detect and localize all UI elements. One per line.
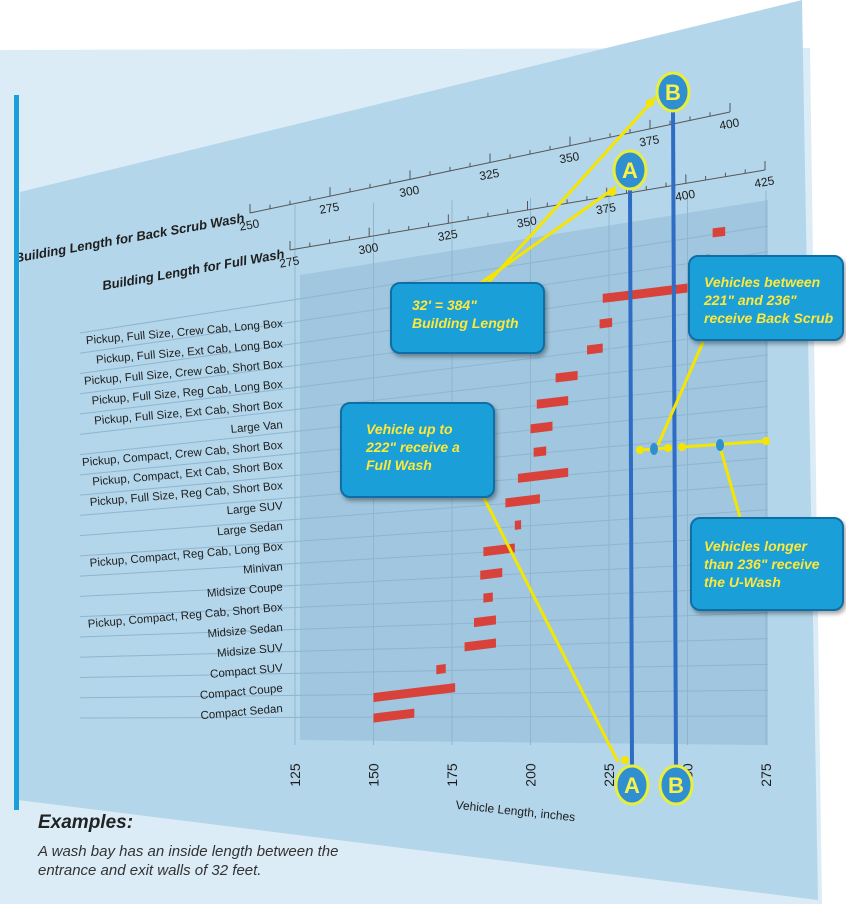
grid-row-line <box>79 638 769 658</box>
bar <box>373 683 456 703</box>
u-wash-callout: Vehicles longer than 236" receive the U-… <box>690 517 844 611</box>
marker-line-b <box>671 109 678 768</box>
category-label: Large SUV <box>226 500 283 517</box>
bar <box>536 395 569 409</box>
grid-row-line <box>79 560 769 597</box>
arrow-head <box>636 446 644 454</box>
marker-label-a: A <box>622 158 638 183</box>
grid-row-line <box>79 483 769 537</box>
building-length-text: 32' = 384" Building Length <box>412 297 519 331</box>
bar <box>517 467 569 483</box>
marker-line-a <box>628 187 634 768</box>
full-wash-text: Vehicle up to 222" receive a Full Wash <box>366 421 460 473</box>
marker-circle-a <box>612 149 648 191</box>
arrow-line <box>484 95 658 287</box>
bar <box>483 592 493 603</box>
arrow-head <box>646 99 654 107</box>
arrow-head <box>608 188 616 196</box>
category-label: Large Van <box>230 419 283 436</box>
bar <box>483 543 515 557</box>
bar <box>514 520 522 530</box>
arrow-head <box>621 756 629 764</box>
building-length-callout: 32' = 384" Building Length <box>390 282 545 354</box>
arrow-line <box>482 497 620 763</box>
marker-label-b: B <box>665 80 681 105</box>
back-scrub-scale-tick-label: 250 <box>238 216 260 233</box>
full-wash-scale-tick-label: 425 <box>753 173 775 190</box>
x-tick-label: 275 <box>758 763 774 787</box>
x-tick-label: 125 <box>287 763 303 787</box>
x-tick-label: 150 <box>366 763 382 787</box>
bar <box>373 708 415 723</box>
bar <box>505 494 540 508</box>
bar <box>555 370 578 383</box>
bar <box>587 343 603 355</box>
bar <box>533 446 547 457</box>
grid-row-line <box>79 354 769 435</box>
category-label: Large Sedan <box>217 521 284 539</box>
arrow-line <box>656 341 705 446</box>
bar <box>602 283 688 303</box>
u-wash-text: Vehicles longer than 236" receive the U-… <box>704 538 820 590</box>
full-wash-scale-tick-label: 400 <box>674 187 696 204</box>
back-scrub-text: Vehicles between 221" and 236" receive B… <box>704 274 834 326</box>
arrow-head <box>762 437 770 445</box>
marker-circle-b <box>658 764 694 806</box>
grid-row-line <box>79 663 769 678</box>
grid-row-line <box>79 328 769 415</box>
back-scrub-scale-tick-label: 275 <box>318 200 340 217</box>
grid-row-line <box>79 509 769 557</box>
arrow-line <box>718 446 742 518</box>
grid-row-line <box>79 586 769 618</box>
arrow-head <box>678 443 686 451</box>
back-scrub-callout: Vehicles between 221" and 236" receive B… <box>688 255 844 341</box>
full-wash-scale-tick-label: 300 <box>357 240 379 257</box>
full-wash-scale-tick-label: 350 <box>516 213 538 230</box>
bar <box>436 664 446 675</box>
examples-heading: Examples: <box>38 812 134 833</box>
full-wash-scale-tick-label: 275 <box>278 253 300 270</box>
bar <box>712 226 726 238</box>
left-accent-bar <box>14 95 19 810</box>
bar <box>599 317 613 329</box>
bar <box>480 568 503 580</box>
range-dot <box>650 443 658 455</box>
examples-text: A wash bay has an inside length between … <box>38 843 339 879</box>
full-wash-scale-tick-label: 375 <box>595 200 617 217</box>
marker-label-a: A <box>624 773 640 798</box>
full-wash-scale-tick-label: 325 <box>437 227 459 244</box>
grid-row-line <box>79 715 769 719</box>
bar <box>464 638 496 652</box>
grid-row-line <box>79 534 769 577</box>
marker-circle-a <box>614 764 650 806</box>
bar <box>473 615 496 628</box>
x-tick-label: 200 <box>523 763 539 787</box>
back-scrub-scale-tick-label: 375 <box>638 132 660 149</box>
bar <box>530 421 553 434</box>
back-scrub-scale-tick-label: 300 <box>398 183 420 200</box>
category-label: Midsize SUV <box>217 642 284 660</box>
range-dot <box>716 439 724 451</box>
back-scrub-scale-tick-label: 350 <box>558 149 580 166</box>
grid-row-line <box>79 612 769 638</box>
marker-circle-b <box>655 71 691 113</box>
back-scrub-scale-tick-label: 325 <box>478 166 500 183</box>
back-scrub-scale-tick-label: 400 <box>718 115 740 132</box>
x-tick-label: 175 <box>444 763 460 787</box>
double-arrow <box>681 439 767 449</box>
arrow-head <box>664 444 672 452</box>
marker-label-b: B <box>668 773 684 798</box>
category-label: Minivan <box>243 561 284 576</box>
grid-row-line <box>79 225 769 334</box>
full-wash-callout: Vehicle up to 222" receive a Full Wash <box>340 402 495 498</box>
x-tick-label: 225 <box>601 763 617 787</box>
